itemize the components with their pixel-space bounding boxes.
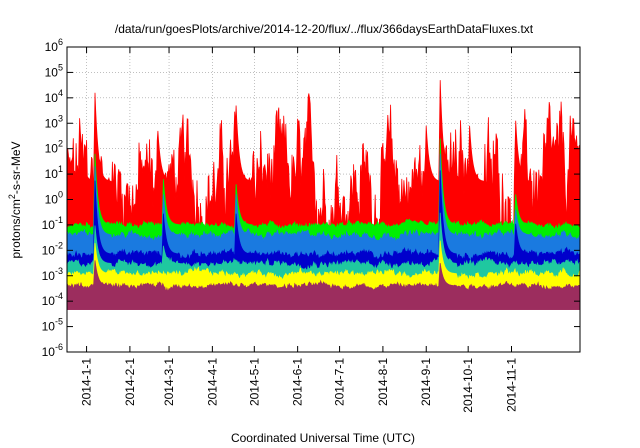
x-tick-label: 2014-11-1	[505, 358, 519, 412]
y-tick-label: 102	[45, 139, 63, 156]
plot-frame	[66, 46, 581, 353]
y-tick-label: 106	[45, 37, 63, 54]
y-tick-label: 100	[45, 190, 63, 207]
plot-floor	[67, 309, 580, 352]
chart-title: /data/run/goesPlots/archive/2014-12-20/f…	[115, 22, 534, 36]
y-tick-label: 10-5	[42, 317, 63, 334]
x-axis-label: Coordinated Universal Time (UTC)	[231, 431, 415, 445]
y-axis-label: protons/cm2-s-sr-MeV	[7, 141, 23, 258]
y-tick-label: 103	[45, 113, 63, 130]
x-tick-label: 2014-10-1	[461, 358, 475, 413]
x-tick-label: 2014-3-1	[162, 358, 176, 406]
y-tick-label: 105	[45, 62, 63, 79]
x-tick-label: 2014-5-1	[247, 358, 261, 406]
axes: 10-6 10-5 10-4 10-3 10-2 10-1 100 101 102 103 104 1…	[42, 37, 581, 413]
flux-series	[66, 80, 581, 353]
x-tick-label: 2014-1-1	[80, 358, 94, 406]
x-tick-label: 2014-4-1	[205, 358, 219, 406]
y-tick-label: 10-4	[42, 291, 63, 308]
y-tick-label: 10-6	[42, 342, 63, 359]
y-tick-label: 10-3	[42, 266, 63, 283]
y-tick-label: 10-1	[42, 215, 63, 232]
y-tick-label: 104	[45, 88, 63, 105]
x-tick-label: 2014-7-1	[333, 358, 347, 406]
y-tick-label: 10-2	[42, 240, 63, 257]
x-tick-label: 2014-8-1	[376, 358, 390, 406]
x-tick-label: 2014-9-1	[419, 358, 433, 406]
x-tick-label: 2014-2-1	[123, 358, 137, 406]
x-tick-label: 2014-6-1	[291, 358, 305, 406]
y-tick-label: 101	[45, 164, 63, 181]
